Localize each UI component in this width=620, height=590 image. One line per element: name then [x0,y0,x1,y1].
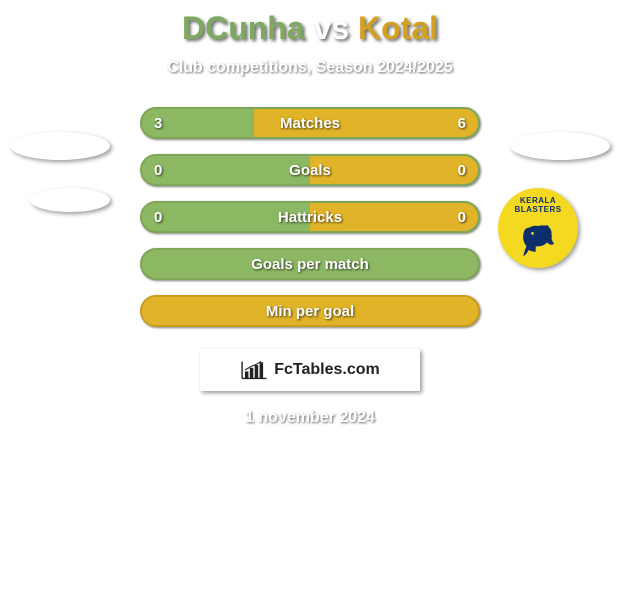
title-left: DCunha [182,10,305,46]
bar-value-left: 0 [154,203,162,231]
bar-label: Goals [142,156,478,184]
stat-bar-matches: Matches3 6 [140,107,480,139]
bar-value-right: 0 [458,156,466,184]
bar-value-right: 0 [458,203,466,231]
title-right: Kotal [358,10,438,46]
elephant-icon [515,214,561,260]
team-left-marker-mid [30,188,110,212]
page-title: DCunha vs Kotal [0,10,620,47]
bar-value-right: 6 [458,109,466,137]
stat-bar-goals-per-match: Goals per match [140,248,480,280]
bar-value-left: 0 [154,156,162,184]
bar-label: Min per goal [142,297,478,325]
bar-value-left: 3 [154,109,162,137]
club-badge-text-mid: BLASTERS [514,205,561,214]
subtitle: Club competitions, Season 2024/2025 [0,59,620,77]
stat-bar-goals: Goals0 0 [140,154,480,186]
bar-label: Matches [142,109,478,137]
club-badge-text-top: KERALA [520,196,556,205]
fctables-text: FcTables.com [274,361,380,379]
team-right-marker-top [510,132,610,160]
team-left-marker-top [10,132,110,160]
stat-bar-hattricks: Hattricks0 0 [140,201,480,233]
fctables-watermark: FcTables.com [200,349,420,391]
bar-label: Goals per match [142,250,478,278]
bar-label: Hattricks [142,203,478,231]
title-vs: vs [305,10,358,46]
date-text: 1 november 2024 [0,409,620,427]
club-badge-kerala-blasters: KERALA BLASTERS [498,188,578,268]
stat-bar-min-per-goal: Min per goal [140,295,480,327]
bar-chart-icon [240,360,268,380]
